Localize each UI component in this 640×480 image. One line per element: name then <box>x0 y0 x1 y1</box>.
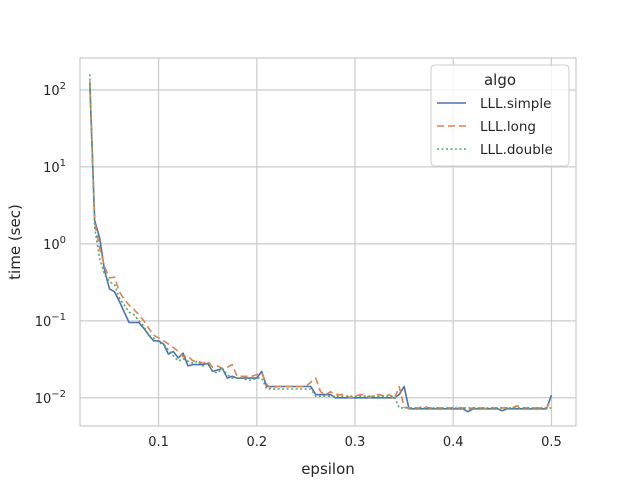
x-tick-label: 0.4 <box>443 435 464 450</box>
y-axis-ticks: 10−2 10−1 100 101 102 <box>35 81 66 407</box>
series-line-lll-simple <box>89 83 553 413</box>
legend-title: algo <box>484 71 516 89</box>
y-tick-label: 102 <box>43 81 66 99</box>
legend: algo LLL.simple LLL.long LLL.double <box>430 64 570 167</box>
x-tick-label: 0.2 <box>246 435 267 450</box>
series-lines <box>89 74 553 413</box>
y-axis-title: time (sec) <box>6 204 24 280</box>
legend-label: LLL.long <box>480 119 536 135</box>
y-tick-label: 100 <box>43 235 66 253</box>
x-tick-label: 0.5 <box>541 435 562 450</box>
plot-area-frame <box>79 57 577 427</box>
legend-label: LLL.double <box>480 142 553 158</box>
legend-box <box>430 64 570 167</box>
x-tick-label: 0.1 <box>148 435 169 450</box>
x-axis-ticks: 0.1 0.2 0.3 0.4 0.5 <box>148 435 562 450</box>
y-tick-label: 10−1 <box>35 312 66 330</box>
legend-items: LLL.simple LLL.long LLL.double <box>437 96 553 158</box>
x-tick-label: 0.3 <box>345 435 366 450</box>
series-line-lll-double <box>89 74 552 409</box>
x-axis-title: epsilon <box>301 460 355 478</box>
y-tick-label: 10−2 <box>35 389 66 407</box>
legend-label: LLL.simple <box>480 96 551 112</box>
y-tick-label: 101 <box>43 158 66 176</box>
